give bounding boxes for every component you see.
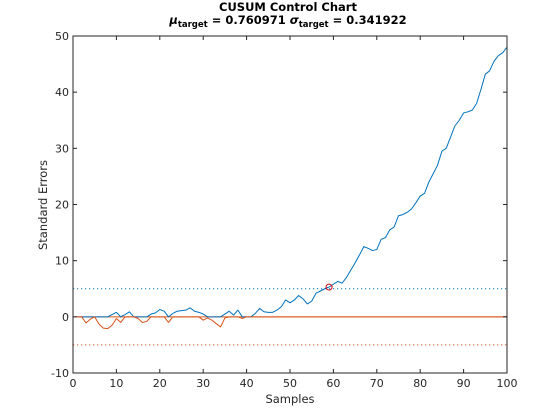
x-tick-label: 90 — [457, 377, 471, 390]
x-tick-label: 100 — [497, 377, 518, 390]
y-tick-label: 30 — [55, 142, 69, 155]
y-tick-label: 0 — [62, 311, 69, 324]
mu-subscript: target — [178, 20, 208, 30]
x-tick-label: 70 — [370, 377, 384, 390]
x-axis-label: Samples — [265, 392, 314, 406]
y-axis-ticks: -10 0 10 20 30 40 50 — [51, 30, 507, 380]
x-tick-label: 40 — [240, 377, 254, 390]
y-tick-label: 20 — [55, 199, 69, 212]
chart-title: CUSUM Control Chart — [219, 0, 357, 14]
upper-cusum-line — [77, 46, 508, 318]
out-of-control-marker — [325, 283, 333, 291]
chart-subtitle: μtarget = 0.760971 σtarget = 0.341922 — [168, 13, 406, 30]
mu-symbol: μ — [168, 13, 177, 27]
mu-value: = 0.760971 — [208, 13, 290, 27]
x-axis-ticks: 0 10 20 30 40 50 60 70 80 90 100 — [70, 36, 518, 390]
x-tick-label: 20 — [153, 377, 167, 390]
x-tick-label: 60 — [326, 377, 340, 390]
y-tick-label: 50 — [55, 30, 69, 43]
x-tick-label: 50 — [283, 377, 297, 390]
x-tick-label: 30 — [196, 377, 210, 390]
sigma-symbol: σ — [290, 13, 299, 27]
x-tick-label: 0 — [70, 377, 77, 390]
plot-area — [73, 46, 508, 346]
lower-cusum-line — [77, 316, 507, 330]
y-axis-label: Standard Errors — [36, 160, 50, 250]
y-tick-label: 10 — [55, 255, 69, 268]
y-tick-label: -10 — [51, 367, 69, 380]
sigma-value: = 0.341922 — [329, 13, 407, 27]
y-tick-label: 40 — [55, 86, 69, 99]
x-tick-label: 10 — [109, 377, 123, 390]
x-tick-label: 80 — [413, 377, 427, 390]
sigma-subscript: target — [299, 20, 329, 30]
